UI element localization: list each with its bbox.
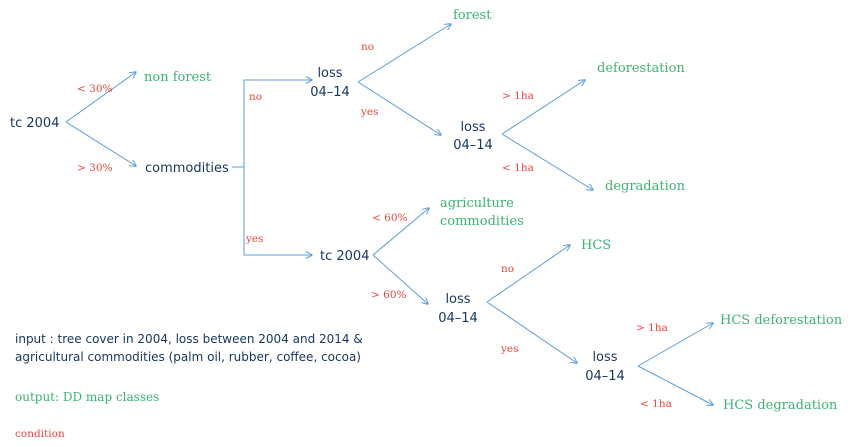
node-loss-a-line2: 04–14	[310, 85, 350, 100]
legend-output: output: DD map classes	[15, 390, 159, 404]
node-hcs-deforestation: HCS deforestation	[720, 313, 843, 328]
node-loss-d-line2: 04–14	[585, 369, 625, 384]
edge-lossD-hcsdef	[637, 323, 713, 367]
cond-yes-c: yes	[500, 343, 519, 355]
edge-lossA-forest	[357, 24, 451, 83]
legend-condition: condition	[15, 428, 65, 440]
edge-tcmid-agri	[372, 208, 429, 256]
cond-no-c: no	[501, 263, 514, 275]
edges	[65, 24, 713, 405]
node-agri-line2: commodities	[440, 214, 524, 229]
edge-root-commodities	[65, 121, 136, 166]
node-deforestation: deforestation	[597, 61, 685, 76]
edge-commodities-yes	[243, 167, 312, 255]
edge-commodities-branch	[232, 80, 312, 168]
edge-lossA-lossB	[357, 81, 441, 135]
node-loss-c-line1: loss	[445, 292, 470, 307]
cond-gt1ha-b: > 1ha	[502, 90, 534, 102]
legend-input-line1: input : tree cover in 2004, loss between…	[15, 332, 363, 346]
node-loss-b-line1: loss	[460, 120, 485, 135]
cond-gt30: > 30%	[77, 162, 112, 174]
edge-lossB-deforestation	[501, 80, 585, 135]
cond-lt30: < 30%	[77, 83, 112, 95]
cond-yes-b: yes	[360, 106, 379, 118]
node-agri-line1: agriculture	[440, 196, 514, 211]
node-hcs-degradation: HCS degradation	[723, 398, 838, 413]
legend-input-line2: agricultural commodities (palm oil, rubb…	[15, 350, 361, 364]
cond-gt60: > 60%	[371, 289, 406, 301]
node-degradation: degradation	[605, 179, 686, 194]
node-non-forest: non forest	[144, 70, 212, 85]
edge-lossC-hcs	[486, 245, 570, 303]
legend: input : tree cover in 2004, loss between…	[15, 332, 363, 440]
edge-tcmid-lossC	[372, 254, 428, 304]
cond-lt60: < 60%	[372, 212, 407, 224]
node-tc2004-root: tc 2004	[10, 116, 59, 131]
conditions: < 30% > 30% no yes no yes > 1ha < 1ha < …	[77, 41, 672, 410]
node-forest: forest	[453, 8, 492, 23]
edge-lossD-hcsdeg	[637, 365, 713, 405]
node-loss-c-line2: 04–14	[438, 311, 478, 326]
edge-lossB-degradation	[501, 133, 593, 190]
cond-lt1ha-b: < 1ha	[502, 162, 534, 174]
node-loss-d-line1: loss	[592, 350, 617, 365]
cond-lt1ha-d: < 1ha	[640, 398, 672, 410]
node-commodities: commodities	[145, 161, 229, 176]
node-tc2004-mid: tc 2004	[320, 249, 369, 264]
node-loss-b-line2: 04–14	[453, 138, 493, 153]
nodes: tc 2004 non forest commodities loss 04–1…	[10, 8, 843, 413]
cond-gt1ha-d: > 1ha	[636, 322, 668, 334]
node-hcs: HCS	[581, 238, 611, 253]
edge-root-nonforest	[65, 72, 136, 123]
cond-yes-a: yes	[245, 233, 264, 245]
edge-lossC-lossD	[486, 301, 577, 363]
node-loss-a-line1: loss	[317, 66, 342, 81]
cond-no-a: no	[249, 91, 262, 103]
cond-no-b: no	[361, 41, 374, 53]
